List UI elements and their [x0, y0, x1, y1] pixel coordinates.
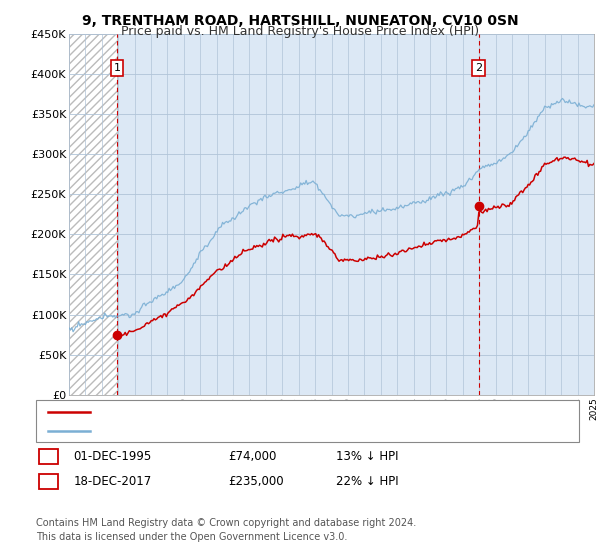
- Text: 9, TRENTHAM ROAD, HARTSHILL, NUNEATON, CV10 0SN: 9, TRENTHAM ROAD, HARTSHILL, NUNEATON, C…: [82, 14, 518, 28]
- Text: Price paid vs. HM Land Registry's House Price Index (HPI): Price paid vs. HM Land Registry's House …: [121, 25, 479, 38]
- Text: HPI: Average price, detached house, North Warwickshire: HPI: Average price, detached house, Nort…: [99, 426, 394, 436]
- Text: 22% ↓ HPI: 22% ↓ HPI: [336, 475, 398, 488]
- Text: 18-DEC-2017: 18-DEC-2017: [73, 475, 151, 488]
- Text: Contains HM Land Registry data © Crown copyright and database right 2024.
This d: Contains HM Land Registry data © Crown c…: [36, 518, 416, 542]
- Text: £235,000: £235,000: [228, 475, 284, 488]
- Text: £74,000: £74,000: [228, 450, 277, 463]
- Text: 13% ↓ HPI: 13% ↓ HPI: [336, 450, 398, 463]
- Text: 9, TRENTHAM ROAD, HARTSHILL, NUNEATON, CV10 0SN (detached house): 9, TRENTHAM ROAD, HARTSHILL, NUNEATON, C…: [99, 407, 485, 417]
- Text: 1: 1: [45, 450, 52, 463]
- Text: 01-DEC-1995: 01-DEC-1995: [73, 450, 151, 463]
- Text: 2: 2: [45, 475, 52, 488]
- Text: 1: 1: [113, 63, 121, 73]
- Text: 2: 2: [475, 63, 482, 73]
